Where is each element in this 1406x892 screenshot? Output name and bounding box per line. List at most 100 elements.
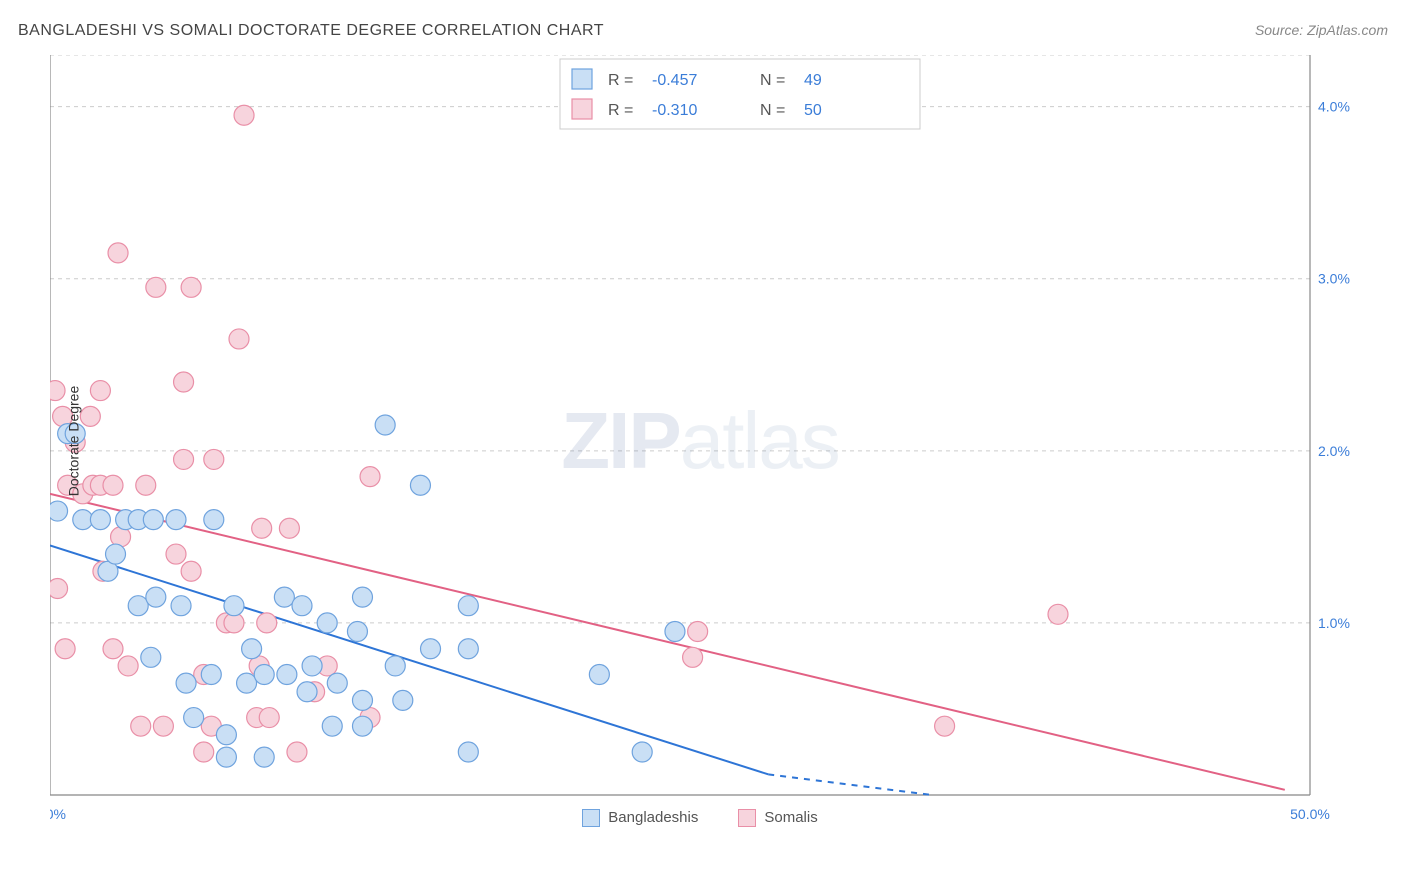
data-point bbox=[136, 475, 156, 495]
data-point bbox=[360, 467, 380, 487]
data-point bbox=[204, 510, 224, 530]
data-point bbox=[174, 449, 194, 469]
chart-area: ZIPatlas Doctorate Degree 1.0%2.0%3.0%4.… bbox=[50, 55, 1350, 827]
data-point bbox=[458, 596, 478, 616]
data-point bbox=[254, 747, 274, 767]
data-point bbox=[118, 656, 138, 676]
data-point bbox=[317, 613, 337, 633]
data-point bbox=[352, 716, 372, 736]
data-point bbox=[201, 665, 221, 685]
data-point bbox=[141, 647, 161, 667]
data-point bbox=[292, 596, 312, 616]
data-point bbox=[393, 690, 413, 710]
data-point bbox=[229, 329, 249, 349]
data-point bbox=[287, 742, 307, 762]
data-point bbox=[153, 716, 173, 736]
data-point bbox=[458, 639, 478, 659]
legend-swatch bbox=[582, 809, 600, 827]
data-point bbox=[106, 544, 126, 564]
legend-n-label: N = bbox=[760, 72, 785, 89]
legend-label: Somalis bbox=[764, 809, 817, 826]
y-tick-label: 1.0% bbox=[1318, 615, 1350, 631]
data-point bbox=[103, 639, 123, 659]
data-point bbox=[277, 665, 297, 685]
data-point bbox=[458, 742, 478, 762]
data-point bbox=[176, 673, 196, 693]
bottom-legend: Bangladeshis Somalis bbox=[50, 809, 1350, 827]
data-point bbox=[90, 381, 110, 401]
data-point bbox=[375, 415, 395, 435]
data-point bbox=[181, 561, 201, 581]
data-point bbox=[143, 510, 163, 530]
data-point bbox=[234, 105, 254, 125]
legend-item: Somalis bbox=[738, 809, 817, 827]
data-point bbox=[174, 372, 194, 392]
legend-n-label: N = bbox=[760, 102, 785, 119]
data-point bbox=[181, 277, 201, 297]
data-point bbox=[50, 578, 68, 598]
data-point bbox=[103, 475, 123, 495]
data-point bbox=[146, 587, 166, 607]
data-point bbox=[131, 716, 151, 736]
chart-title: BANGLADESHI VS SOMALI DOCTORATE DEGREE C… bbox=[18, 22, 604, 40]
data-point bbox=[589, 665, 609, 685]
data-point bbox=[146, 277, 166, 297]
data-point bbox=[683, 647, 703, 667]
data-point bbox=[1048, 604, 1068, 624]
y-tick-label: 4.0% bbox=[1318, 99, 1350, 115]
legend-swatch bbox=[572, 69, 592, 89]
data-point bbox=[50, 501, 68, 521]
data-point bbox=[688, 622, 708, 642]
data-point bbox=[242, 639, 262, 659]
data-point bbox=[322, 716, 342, 736]
data-point bbox=[128, 596, 148, 616]
data-point bbox=[166, 510, 186, 530]
y-axis-label: Doctorate Degree bbox=[65, 386, 81, 497]
data-point bbox=[80, 406, 100, 426]
data-point bbox=[347, 622, 367, 642]
y-tick-label: 3.0% bbox=[1318, 271, 1350, 287]
data-point bbox=[194, 742, 214, 762]
legend-r-value: -0.457 bbox=[652, 72, 697, 89]
legend-swatch bbox=[572, 99, 592, 119]
data-point bbox=[327, 673, 347, 693]
data-point bbox=[665, 622, 685, 642]
data-point bbox=[171, 596, 191, 616]
data-point bbox=[935, 716, 955, 736]
y-tick-label: 2.0% bbox=[1318, 443, 1350, 459]
legend-item: Bangladeshis bbox=[582, 809, 698, 827]
legend-r-value: -0.310 bbox=[652, 102, 697, 119]
data-point bbox=[237, 673, 257, 693]
data-point bbox=[302, 656, 322, 676]
data-point bbox=[257, 613, 277, 633]
legend-swatch bbox=[738, 809, 756, 827]
data-point bbox=[73, 510, 93, 530]
data-point bbox=[274, 587, 294, 607]
data-point bbox=[184, 708, 204, 728]
data-point bbox=[252, 518, 272, 538]
legend-label: Bangladeshis bbox=[608, 809, 698, 826]
data-point bbox=[50, 381, 65, 401]
data-point bbox=[297, 682, 317, 702]
data-point bbox=[385, 656, 405, 676]
data-point bbox=[204, 449, 224, 469]
data-point bbox=[352, 587, 372, 607]
data-point bbox=[279, 518, 299, 538]
legend-n-value: 49 bbox=[804, 72, 822, 89]
data-point bbox=[108, 243, 128, 263]
data-point bbox=[632, 742, 652, 762]
legend-n-value: 50 bbox=[804, 102, 822, 119]
data-point bbox=[216, 725, 236, 745]
scatter-chart: 1.0%2.0%3.0%4.0%0.0%50.0%R =-0.457N =49R… bbox=[50, 55, 1350, 827]
data-point bbox=[254, 665, 274, 685]
data-point bbox=[224, 596, 244, 616]
data-point bbox=[90, 510, 110, 530]
legend-r-label: R = bbox=[608, 102, 633, 119]
data-point bbox=[166, 544, 186, 564]
data-point bbox=[421, 639, 441, 659]
data-point bbox=[410, 475, 430, 495]
data-point bbox=[352, 690, 372, 710]
source-attribution: Source: ZipAtlas.com bbox=[1255, 22, 1388, 38]
data-point bbox=[216, 747, 236, 767]
data-point bbox=[55, 639, 75, 659]
